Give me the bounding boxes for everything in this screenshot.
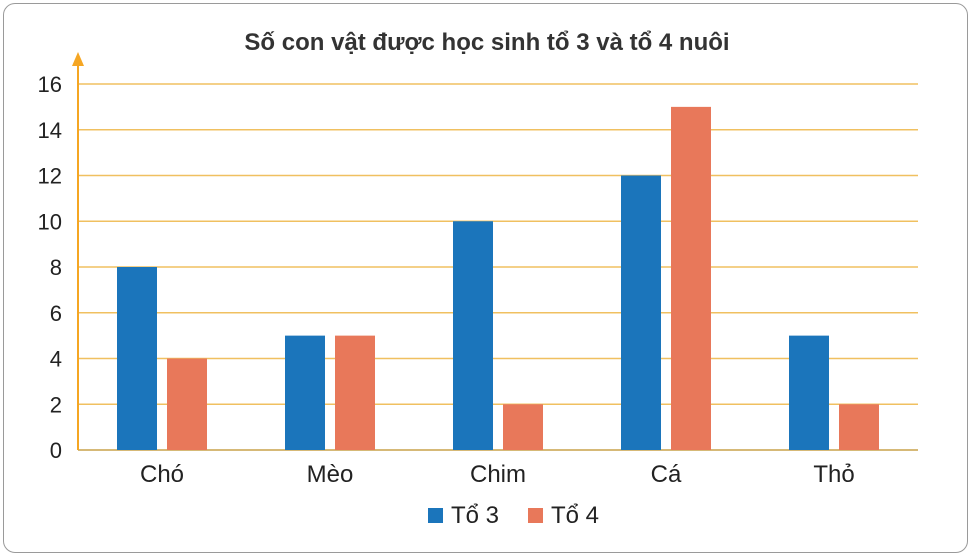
- x-category-label: Mèo: [307, 461, 354, 488]
- y-axis-arrow: [72, 52, 84, 66]
- x-category-labels: Chó Mèo Chim Cá Thỏ: [140, 461, 855, 488]
- y-tick-label: 0: [50, 438, 62, 463]
- bar-series1: [285, 335, 325, 450]
- y-tick-label: 2: [50, 392, 62, 417]
- y-tick-label: 16: [38, 72, 62, 97]
- y-tick-label: 12: [38, 164, 62, 189]
- bars: [117, 106, 879, 450]
- bar-series2: [671, 106, 711, 450]
- y-tick-label: 6: [50, 301, 62, 326]
- grid-lines: [78, 83, 918, 451]
- bar-series1: [453, 221, 493, 450]
- y-tick-labels: 0 2 4 6 8 10 12 14 16: [38, 72, 62, 463]
- legend-swatch: [528, 508, 543, 523]
- bar-series1: [117, 267, 157, 450]
- y-axis: [72, 52, 84, 450]
- bar-series2: [503, 404, 543, 450]
- x-category-label: Chó: [140, 461, 184, 488]
- bar-series1: [789, 335, 829, 450]
- y-tick-label: 8: [50, 255, 62, 280]
- bar-series2: [167, 358, 207, 450]
- bar-series1: [621, 175, 661, 450]
- bar-series2: [335, 335, 375, 450]
- y-tick-label: 14: [38, 118, 62, 143]
- legend-label: Tổ 3: [451, 502, 499, 529]
- legend: Tổ 3 Tổ 4: [428, 502, 599, 529]
- legend-swatch: [428, 508, 443, 523]
- legend-label: Tổ 4: [551, 502, 599, 529]
- bar-series2: [839, 404, 879, 450]
- y-tick-label: 4: [50, 347, 62, 372]
- x-category-label: Thỏ: [813, 461, 854, 488]
- x-category-label: Chim: [470, 461, 526, 488]
- x-category-label: Cá: [651, 461, 682, 488]
- y-tick-label: 10: [38, 209, 62, 234]
- chart-title: Số con vật được học sinh tổ 3 và tổ 4 nu…: [244, 29, 729, 56]
